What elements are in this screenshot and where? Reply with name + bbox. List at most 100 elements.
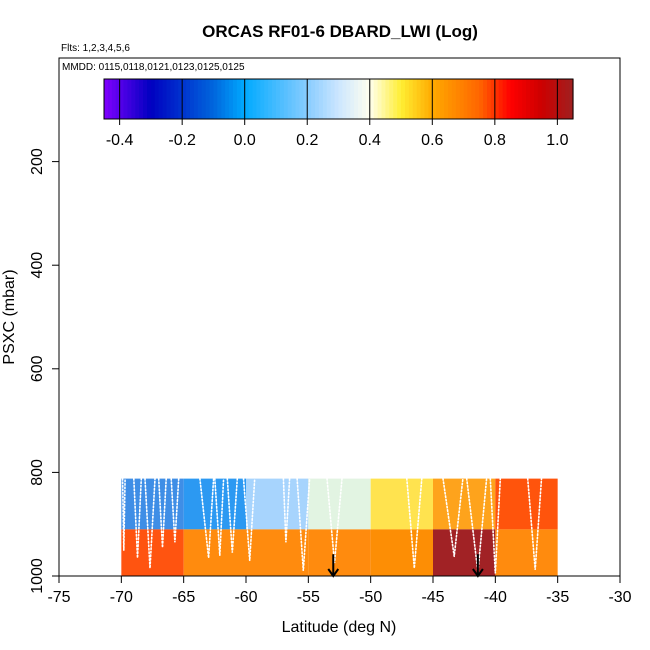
colorbar-swatch	[197, 79, 203, 119]
colorbar-swatch	[221, 79, 226, 119]
colorbar-swatch	[318, 79, 324, 119]
colorbar-swatch	[510, 79, 515, 119]
x-axis: -75 -70 -65 -60 -55 -50 -45 -40 -35 -30	[47, 575, 632, 606]
y-axis: 200 400 600 800 1000	[29, 148, 60, 594]
colorbar-swatch	[107, 79, 113, 119]
flight-track-7	[214, 477, 225, 556]
colorbar-tick-label: 0.8	[484, 132, 506, 149]
colorbar-swatch	[119, 79, 125, 119]
colorbar-swatch	[346, 79, 351, 119]
colorbar-swatch	[232, 79, 238, 119]
colorbar-swatch	[330, 79, 336, 119]
colorbar-swatch	[447, 79, 453, 119]
colorbar-swatch	[186, 79, 191, 119]
colorbar-swatch	[268, 79, 273, 119]
y-tick-label: 200	[29, 148, 46, 175]
colorbar-swatch	[178, 79, 183, 119]
colorbar-swatch	[193, 79, 199, 119]
colorbar-swatch	[299, 79, 304, 119]
colorbar-tick-label: -0.2	[168, 132, 196, 149]
colorbar-tick-label: 0.6	[421, 132, 443, 149]
colorbar-swatch	[205, 79, 211, 119]
x-tick-label: -65	[172, 589, 195, 606]
colorbar-swatch	[139, 79, 144, 119]
colorbar-swatch	[127, 79, 132, 119]
colorbar-swatch	[295, 79, 301, 119]
flights-note: Flts: 1,2,3,4,5,6	[61, 43, 130, 54]
colorbar-swatch	[401, 79, 406, 119]
colorbar-swatch	[342, 79, 347, 119]
flight-track-12	[326, 477, 343, 564]
colorbar-swatch	[135, 79, 140, 119]
colorbar-swatch	[549, 79, 555, 119]
colorbar-ticks: -0.4 -0.2 0.0 0.2 0.4 0.6 0.8 1.0	[106, 79, 569, 149]
x-tick-label: -55	[297, 589, 320, 606]
colorbar-swatch	[506, 79, 512, 119]
flight-track-3	[144, 477, 156, 569]
colorbar-swatch	[487, 79, 492, 119]
y-tick-label: 600	[29, 355, 46, 382]
colorbar-swatch	[150, 79, 156, 119]
colorbar-tick-label: 0.0	[234, 132, 256, 149]
colorbar-swatch	[545, 79, 551, 119]
heatmap-cell-10	[246, 529, 309, 576]
colorbar-swatch	[170, 79, 175, 119]
colorbar-swatch	[213, 79, 218, 119]
flight-track-14	[442, 477, 464, 557]
colorbar-swatch	[385, 79, 390, 119]
colorbar-swatch	[307, 79, 312, 119]
colorbar-swatch	[463, 79, 469, 119]
colorbar-swatch	[229, 79, 234, 119]
colorbar-swatch	[565, 79, 570, 119]
colorbar-swatch	[522, 79, 527, 119]
colorbar-swatch	[373, 79, 379, 119]
colorbar-swatch	[146, 79, 152, 119]
colorbar-swatch	[252, 79, 258, 119]
colorbar-swatch	[526, 79, 531, 119]
colorbar-swatch	[389, 79, 394, 119]
colorbar-swatch	[541, 79, 547, 119]
colorbar-swatch	[440, 79, 445, 119]
colorbar-swatch	[451, 79, 457, 119]
colorbar-swatch	[514, 79, 519, 119]
x-axis-label: Latitude (deg N)	[282, 619, 397, 636]
colorbar-swatch	[311, 79, 316, 119]
colorbar-swatch	[557, 79, 562, 119]
colorbar-swatch	[569, 79, 574, 119]
colorbar-swatch	[236, 79, 242, 119]
colorbar-swatch	[123, 79, 129, 119]
x-tick-label: -40	[484, 589, 507, 606]
colorbar-swatch	[182, 79, 187, 119]
colorbar-swatch	[397, 79, 402, 119]
colorbar-swatch	[494, 79, 500, 119]
colorbar-swatch	[483, 79, 488, 119]
heatmap-cell-11	[308, 529, 371, 576]
colorbar-swatch	[217, 79, 222, 119]
colorbar-swatch	[361, 79, 367, 119]
x-tick-label: -70	[110, 589, 133, 606]
colorbar-swatch	[455, 79, 461, 119]
colorbar-swatch	[326, 79, 332, 119]
x-tick-label: -60	[234, 589, 257, 606]
colorbar-swatch	[365, 79, 371, 119]
colorbar-swatch	[424, 79, 429, 119]
colorbar-swatch	[350, 79, 355, 119]
flight-track-5	[170, 477, 180, 543]
colorbar: -0.4 -0.2 0.0 0.2 0.4 0.6 0.8 1.0	[103, 78, 574, 149]
colorbar-swatch	[174, 79, 179, 119]
colorbar-swatch	[381, 79, 386, 119]
colorbar-swatch	[291, 79, 297, 119]
heatmap-cell-13	[433, 529, 496, 576]
colorbar-swatch	[518, 79, 523, 119]
heatmap-cell-7	[495, 478, 558, 530]
colorbar-swatch	[408, 79, 414, 119]
flight-track-6	[199, 477, 215, 558]
flight-track-11	[296, 477, 311, 571]
colorbar-swatch	[287, 79, 293, 119]
colorbar-swatch	[502, 79, 508, 119]
colorbar-swatch	[189, 79, 195, 119]
flight-track-1	[121, 477, 126, 551]
colorbar-swatch	[244, 79, 250, 119]
colorbar-tick-label: 1.0	[546, 132, 568, 149]
colorbar-swatch	[334, 79, 340, 119]
